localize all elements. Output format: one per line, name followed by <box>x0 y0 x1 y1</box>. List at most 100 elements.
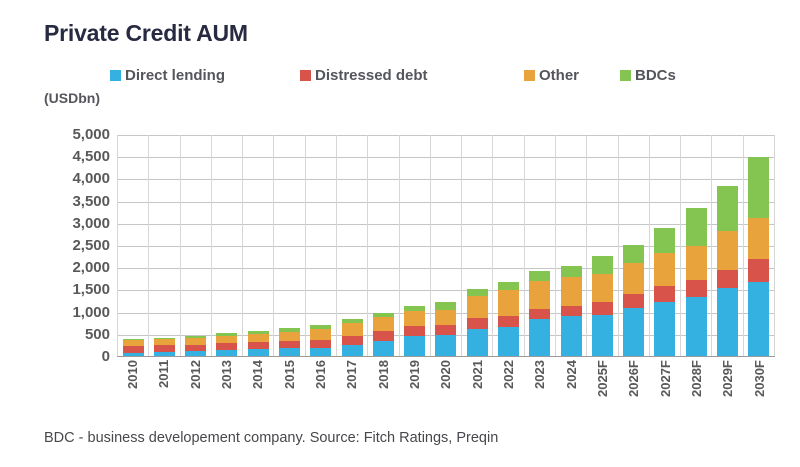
bar-segment-distressed-debt <box>310 340 332 348</box>
bar-stack <box>466 288 488 357</box>
bar-column-2023 <box>525 135 556 357</box>
bar-stack <box>498 281 520 357</box>
chart-title: Private Credit AUM <box>44 20 248 46</box>
x-tick-label: 2017 <box>344 360 360 389</box>
x-tick-label: 2014 <box>250 360 266 389</box>
bar-column-2030f <box>744 135 775 357</box>
y-tick-label: 2,500 <box>72 237 110 254</box>
bar-stack <box>716 186 738 357</box>
y-tick-label: 4,000 <box>72 170 110 188</box>
x-tick-cell: 2029F <box>712 360 743 418</box>
x-tick-cell: 2012 <box>180 360 211 418</box>
legend-label: Distressed debt <box>315 66 428 84</box>
x-tick-label: 2030F <box>751 360 767 397</box>
x-tick-cell: 2021 <box>462 360 493 418</box>
bar-segment-distressed-debt <box>404 326 426 337</box>
x-tick-cell: 2011 <box>148 360 179 418</box>
bar-stack <box>654 228 676 357</box>
gridline-horizontal <box>118 223 775 225</box>
bar-stack <box>591 255 613 357</box>
x-tick-cell: 2018 <box>368 360 399 418</box>
bar-stack <box>372 312 394 357</box>
bar-segment-distressed-debt <box>685 280 707 298</box>
bar-segment-distressed-debt <box>529 308 551 320</box>
bar-segment-direct-lending <box>122 352 144 357</box>
bar-stack <box>341 318 363 357</box>
y-tick-label: 4,500 <box>72 148 110 166</box>
bar-column-2026f <box>619 135 650 357</box>
bar-stack <box>216 333 238 357</box>
legend-swatch-other <box>524 69 535 81</box>
bar-column-2011 <box>149 135 181 357</box>
bar-column-2016 <box>306 135 337 357</box>
bar-column-2021 <box>462 135 494 357</box>
bar-segment-other <box>216 335 238 344</box>
bar-stack <box>185 335 207 357</box>
x-tick-label: 2028F <box>689 360 705 397</box>
bar-segment-direct-lending <box>654 301 676 357</box>
bar-segment-bdcs <box>466 288 488 297</box>
bar-segment-bdcs <box>279 328 301 332</box>
y-axis: 0 500 1,000 1,500 2,000 2,500 3,000 3,500 4,000 4… <box>0 126 110 365</box>
x-tick-label: 2024 <box>563 360 579 389</box>
x-tick-cell: 2017 <box>336 360 367 418</box>
bar-segment-bdcs <box>310 325 332 329</box>
source-note: BDC - business developement company. Sou… <box>44 430 499 446</box>
bar-segment-bdcs <box>216 333 238 336</box>
bar-stack <box>310 325 332 357</box>
bar-column-2012 <box>181 135 212 357</box>
x-tick-label: 2012 <box>187 360 203 389</box>
bar-segment-bdcs <box>435 301 457 310</box>
y-tick-label: 1,000 <box>72 303 110 321</box>
bar-segment-bdcs <box>185 335 207 338</box>
bars-row <box>118 135 775 357</box>
x-axis-line <box>117 356 775 357</box>
x-tick-label: 2011 <box>156 360 172 389</box>
bar-column-2020 <box>431 135 463 357</box>
bar-column-2022 <box>493 135 525 357</box>
legend-label: Direct lending <box>125 66 226 84</box>
bar-segment-other <box>122 340 144 346</box>
bar-segment-direct-lending <box>623 308 645 357</box>
bar-segment-direct-lending <box>404 336 426 357</box>
bar-segment-direct-lending <box>748 281 770 357</box>
bar-segment-other <box>310 328 332 341</box>
x-tick-label: 2016 <box>313 360 329 389</box>
bar-stack <box>529 271 551 357</box>
bar-segment-bdcs <box>404 305 426 311</box>
bar-column-2029f <box>712 135 744 357</box>
bar-segment-other <box>529 281 551 309</box>
bar-stack <box>560 265 582 357</box>
legend-item-distressed-debt: Distressed debt <box>300 66 428 84</box>
bar-stack <box>685 208 707 357</box>
bar-segment-direct-lending <box>153 352 175 357</box>
bar-column-2010 <box>118 135 150 357</box>
bar-segment-bdcs <box>591 255 613 274</box>
bar-segment-other <box>341 322 363 337</box>
plot-area <box>117 135 775 357</box>
bar-stack <box>404 305 426 357</box>
bar-segment-bdcs <box>153 338 175 340</box>
bar-column-2024 <box>556 135 588 357</box>
bar-segment-direct-lending <box>498 326 520 357</box>
bar-column-2014 <box>243 135 275 357</box>
bar-segment-other <box>623 262 645 294</box>
x-tick-cell: 2014 <box>242 360 273 418</box>
bar-stack <box>122 339 144 357</box>
x-tick-label: 2025F <box>595 360 611 397</box>
bar-segment-distressed-debt <box>498 316 520 327</box>
y-tick-label: 0 <box>101 348 110 365</box>
x-tick-cell: 2023 <box>524 360 555 418</box>
bar-segment-distressed-debt <box>216 343 238 351</box>
bar-column-2013 <box>212 135 244 357</box>
x-tick-cell: 2025F <box>587 360 618 418</box>
bar-segment-direct-lending <box>435 335 457 357</box>
x-tick-label: 2027F <box>657 360 673 397</box>
legend-label: BDCs <box>635 66 676 84</box>
bar-segment-distressed-debt <box>591 301 613 315</box>
bar-segment-direct-lending <box>685 297 707 357</box>
bar-segment-direct-lending <box>216 350 238 357</box>
x-tick-label: 2018 <box>375 360 391 389</box>
bar-segment-distressed-debt <box>372 331 394 341</box>
